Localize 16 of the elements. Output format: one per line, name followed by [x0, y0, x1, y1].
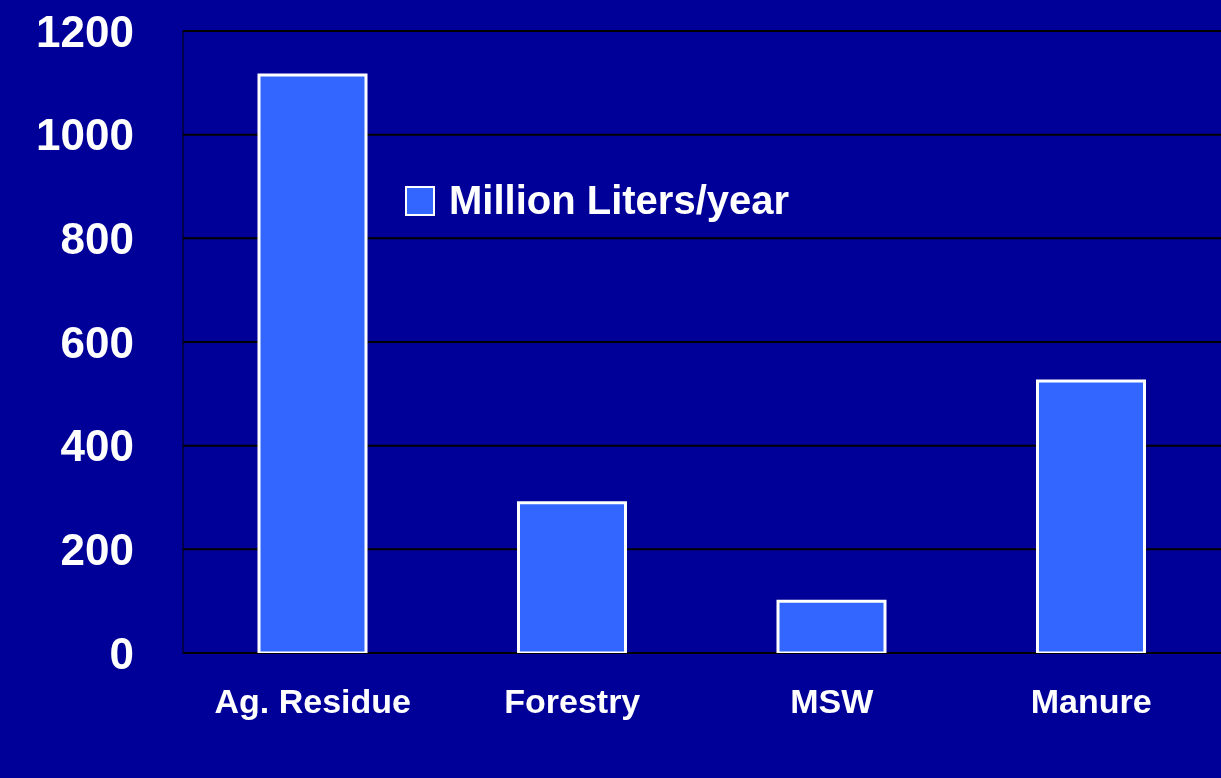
legend-label: Million Liters/year — [449, 178, 790, 223]
bar — [517, 501, 627, 653]
y-tick-label: 1000 — [36, 110, 134, 160]
y-tick-label: 800 — [60, 213, 134, 263]
y-tick-label: 0 — [109, 628, 134, 678]
y-tick-label: 600 — [60, 317, 134, 367]
x-tick-label: Forestry — [504, 682, 641, 721]
x-tick-label: Ag. Residue — [214, 682, 411, 721]
x-tick-label: Manure — [1030, 682, 1152, 721]
bar — [1036, 379, 1146, 653]
bar — [257, 73, 368, 653]
y-tick-label: 200 — [60, 524, 134, 574]
y-tick-label: 400 — [60, 421, 134, 471]
bar — [776, 599, 887, 653]
x-tick-label: MSW — [790, 682, 875, 721]
y-tick-label: 1200 — [36, 6, 134, 56]
